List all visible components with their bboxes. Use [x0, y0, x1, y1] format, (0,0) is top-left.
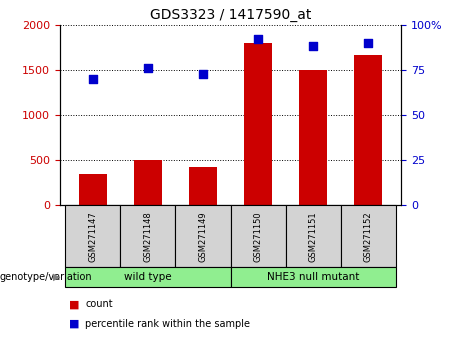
Text: GSM271151: GSM271151	[308, 211, 318, 262]
Text: GSM271150: GSM271150	[254, 211, 262, 262]
Text: percentile rank within the sample: percentile rank within the sample	[85, 319, 250, 329]
Bar	[299, 70, 327, 205]
Text: NHE3 null mutant: NHE3 null mutant	[267, 272, 359, 282]
Bar	[134, 160, 162, 205]
Point	[309, 44, 317, 49]
Bar	[79, 174, 106, 205]
Point	[89, 76, 97, 82]
Text: ■: ■	[69, 299, 80, 309]
Text: wild type: wild type	[124, 272, 172, 282]
Text: ▶: ▶	[53, 272, 61, 282]
Text: ■: ■	[69, 319, 80, 329]
Point	[144, 65, 152, 71]
Text: GSM271152: GSM271152	[364, 211, 372, 262]
Title: GDS3323 / 1417590_at: GDS3323 / 1417590_at	[150, 8, 311, 22]
Point	[364, 40, 372, 46]
Text: GSM271147: GSM271147	[89, 211, 97, 262]
Text: GSM271148: GSM271148	[143, 211, 153, 262]
Point	[199, 71, 207, 76]
Bar	[189, 167, 217, 205]
Text: count: count	[85, 299, 113, 309]
Bar	[355, 55, 382, 205]
Text: GSM271149: GSM271149	[199, 211, 207, 262]
Text: genotype/variation: genotype/variation	[0, 272, 93, 282]
Bar	[244, 43, 272, 205]
Point	[254, 36, 262, 42]
